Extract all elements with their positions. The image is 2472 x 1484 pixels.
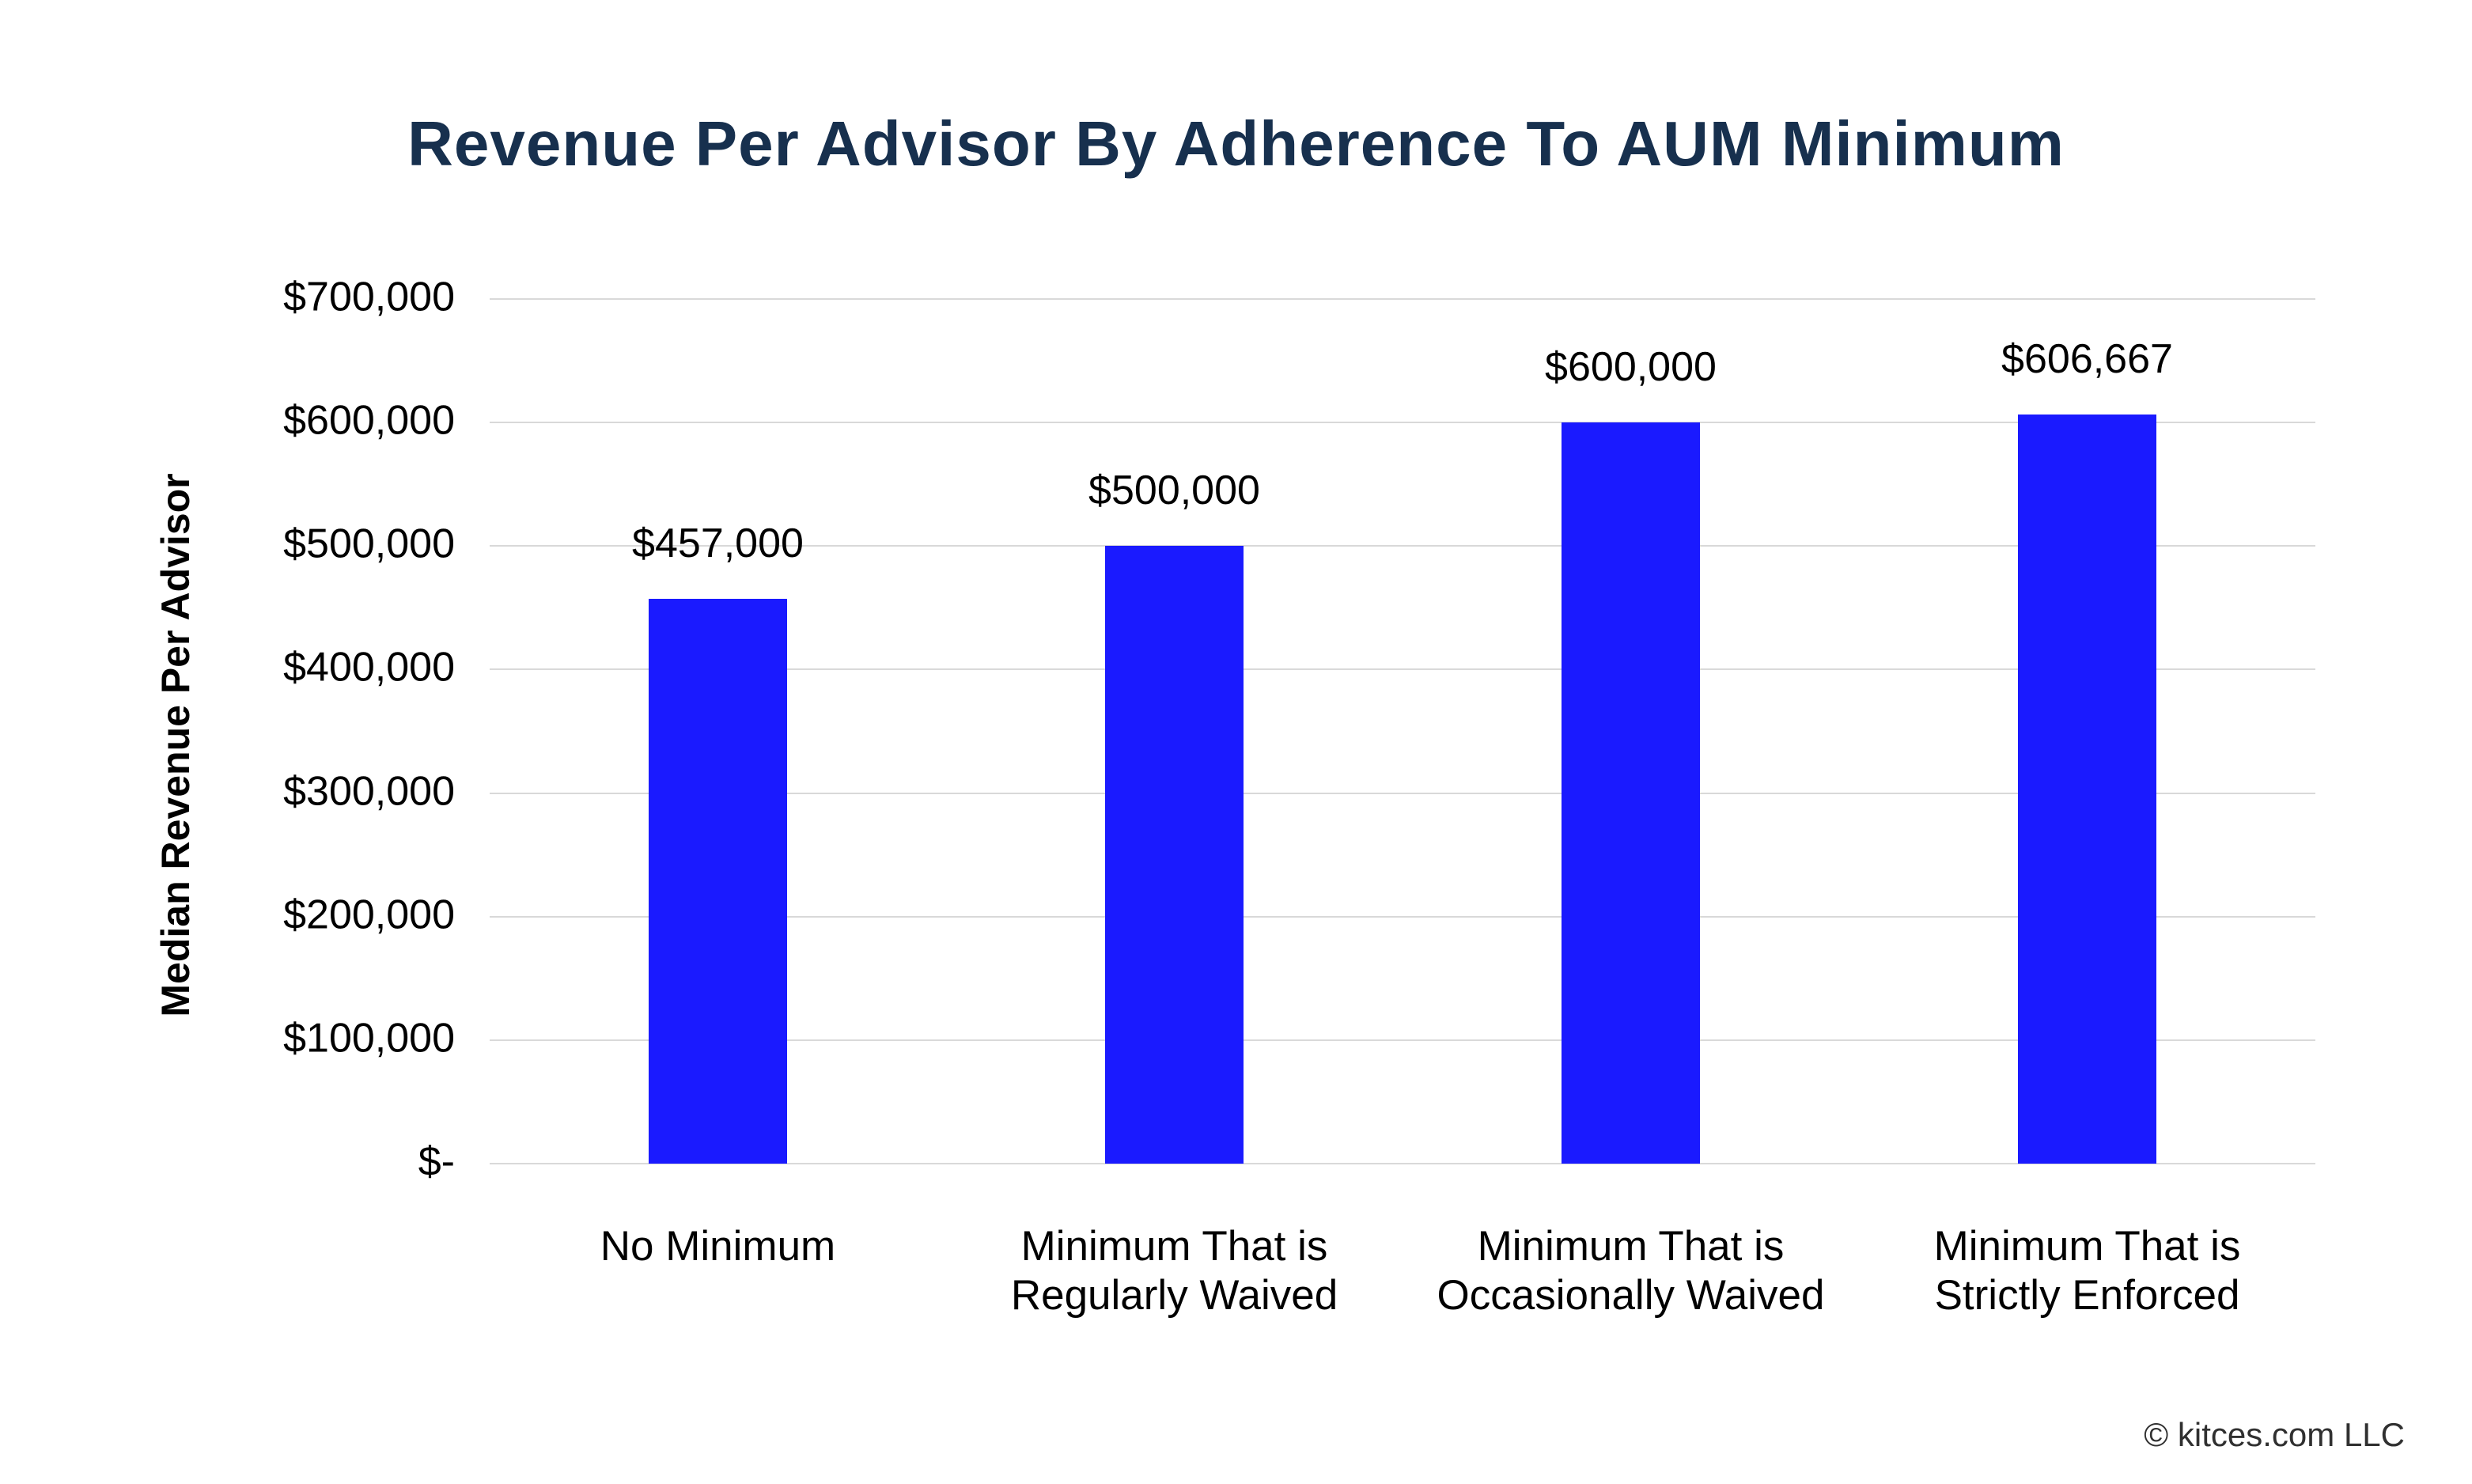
gridline bbox=[490, 915, 2315, 918]
bar-value-label: $600,000 bbox=[1545, 344, 1717, 391]
y-axis-tick-label: $400,000 bbox=[283, 645, 455, 691]
bar-value-label: $606,667 bbox=[2001, 335, 2173, 382]
bar-value-label: $457,000 bbox=[632, 521, 804, 567]
y-axis-tick-label: $100,000 bbox=[283, 1015, 455, 1062]
y-axis-tick-label: $200,000 bbox=[283, 892, 455, 938]
gridline bbox=[490, 1039, 2315, 1041]
gridline bbox=[490, 792, 2315, 794]
plot-area bbox=[490, 298, 2315, 1164]
x-axis-label: No Minimum bbox=[600, 1223, 836, 1270]
chart-title: Revenue Per Advisor By Adherence To AUM … bbox=[407, 108, 2065, 179]
y-axis-tick-label: $- bbox=[418, 1138, 455, 1185]
source-attribution: © kitces.com LLC bbox=[2144, 1416, 2405, 1453]
y-axis-tick-label: $600,000 bbox=[283, 397, 455, 444]
y-axis-tick-label: $700,000 bbox=[283, 274, 455, 320]
gridline bbox=[490, 422, 2315, 424]
gridline bbox=[490, 545, 2315, 547]
bar-2 bbox=[1105, 546, 1244, 1164]
bar-3 bbox=[1562, 422, 1700, 1164]
bar-4 bbox=[2018, 414, 2156, 1164]
bar-value-label: $500,000 bbox=[1088, 468, 1260, 514]
x-axis-label: Minimum That is Strictly Enforced bbox=[1933, 1223, 2241, 1319]
gridline bbox=[490, 298, 2315, 300]
y-axis-tick-label: $500,000 bbox=[283, 521, 455, 567]
gridline bbox=[490, 1163, 2315, 1164]
gridline bbox=[490, 668, 2315, 671]
bar-1 bbox=[649, 599, 787, 1164]
y-axis-tick-label: $300,000 bbox=[283, 768, 455, 815]
x-axis-label: Minimum That is Regularly Waived bbox=[1010, 1223, 1338, 1319]
x-axis-label: Minimum That is Occasionally Waived bbox=[1437, 1223, 1825, 1319]
